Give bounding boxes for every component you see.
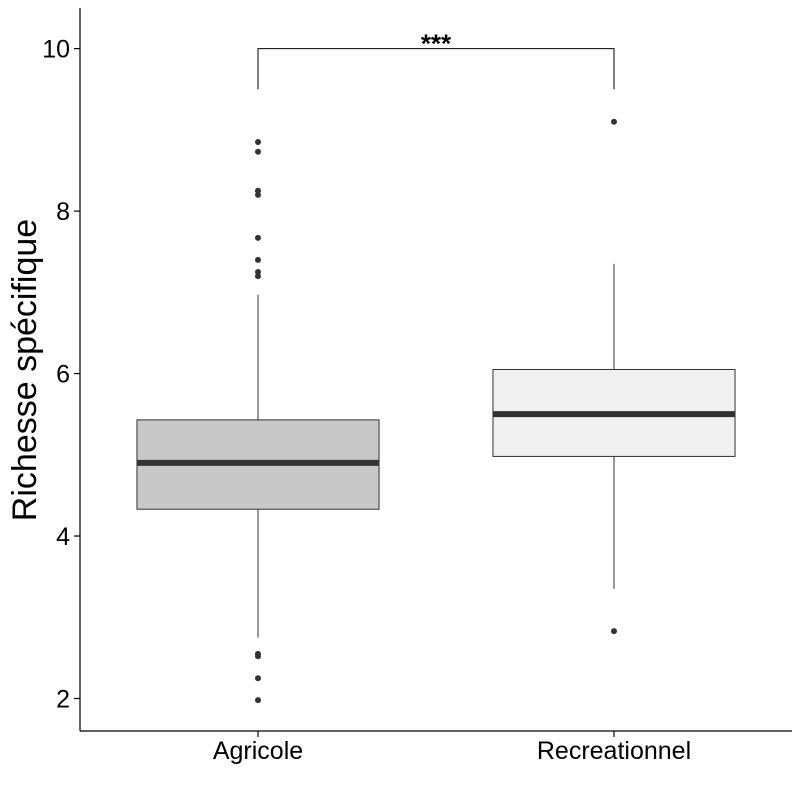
y-tick-label: 6 <box>56 361 70 389</box>
outlier-point <box>611 118 617 125</box>
significance-stars: *** <box>421 29 452 59</box>
outlier-point <box>255 139 261 146</box>
significance-bracket <box>257 48 615 90</box>
significance-annotation: *** <box>257 29 615 90</box>
x-tick-label: Agricole <box>213 737 303 765</box>
y-tick-label: 8 <box>56 198 70 226</box>
box-group-agricole <box>136 139 380 704</box>
y-tick-label: 10 <box>42 36 70 64</box>
y-axis-label: Richesse spécifique <box>6 219 44 521</box>
outlier-point <box>255 256 261 263</box>
outlier-point <box>255 697 261 704</box>
outlier-point <box>255 234 261 241</box>
x-tick-label: Recreationnel <box>537 737 691 765</box>
outlier-point <box>255 148 261 155</box>
outlier-point <box>255 187 261 194</box>
outlier-point <box>255 675 261 682</box>
y-tick-label: 2 <box>56 686 70 714</box>
outlier-point <box>255 650 261 657</box>
plot-area <box>136 118 736 704</box>
box-group-recreationnel <box>492 118 736 635</box>
y-tick-label: 4 <box>56 523 70 551</box>
outlier-point <box>255 269 261 276</box>
outlier-point <box>611 628 617 635</box>
axes: 2 4 6 8 10 Agricole Recreationnel <box>42 8 792 765</box>
